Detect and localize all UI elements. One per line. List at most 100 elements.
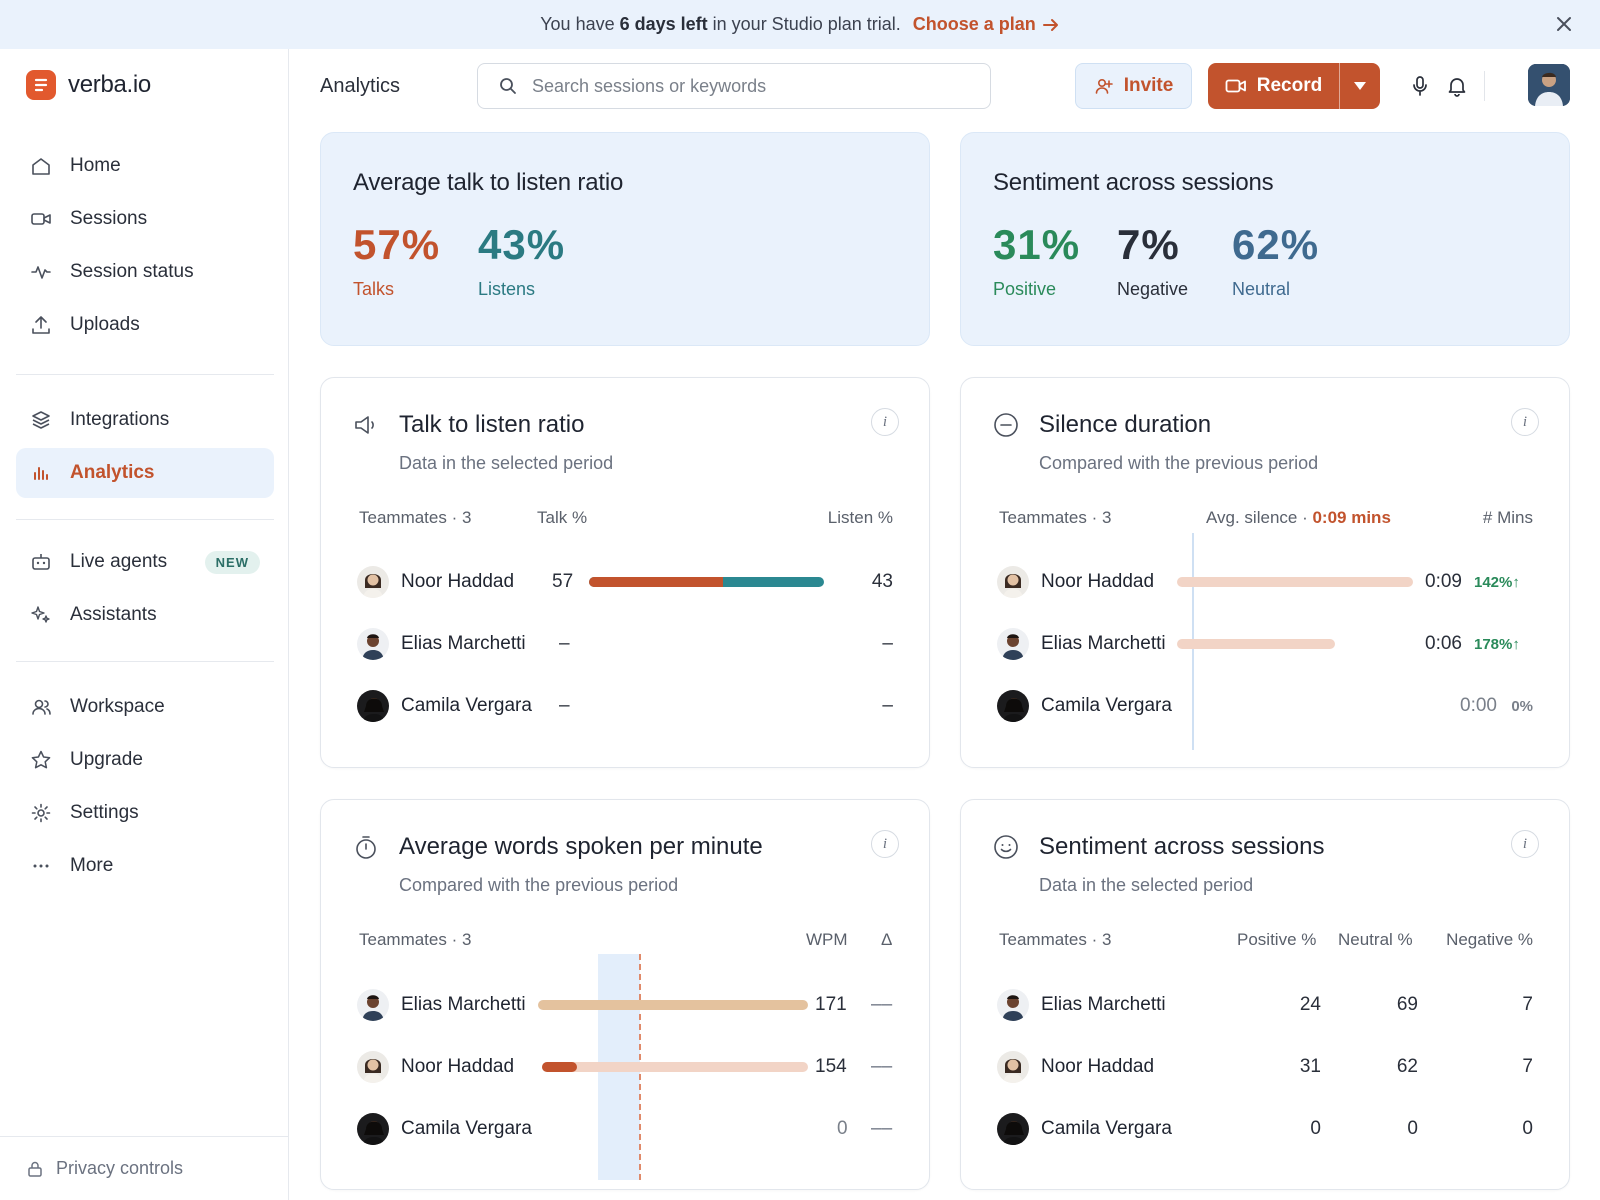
sidebar-item-workspace[interactable]: Workspace	[16, 682, 274, 732]
avatar-elias	[357, 628, 389, 660]
nav-tools: Integrations Analytics	[16, 395, 274, 501]
info-button[interactable]: i	[871, 830, 899, 858]
summary-sentiment-title: Sentiment across sessions	[993, 169, 1274, 196]
teammate-name: Camila Vergara	[401, 1118, 532, 1139]
banner-days-left: 6 days left	[619, 14, 708, 34]
table-row[interactable]: Camila Vergara	[997, 1111, 1172, 1147]
negative-stat: 7% Negative	[1117, 221, 1188, 300]
logo-mark-icon	[26, 70, 56, 100]
wpm-delta: ––	[871, 1118, 893, 1139]
wpm-card: Average words spoken per minute Compared…	[320, 799, 930, 1190]
table-row[interactable]: Elias Marchetti	[997, 626, 1166, 662]
col-header-neutral: Neutral %	[1338, 930, 1413, 949]
sidebar-item-sessions[interactable]: Sessions	[16, 194, 274, 244]
wpm-value: 0	[837, 1118, 848, 1139]
avatar-camila	[357, 1113, 389, 1145]
table-row[interactable]: Camila Vergara	[357, 688, 532, 724]
record-button[interactable]: Record	[1208, 63, 1339, 109]
info-button[interactable]: i	[1511, 408, 1539, 436]
col-header-negative: Negative %	[1446, 930, 1533, 949]
sidebar-item-label: Integrations	[70, 409, 170, 430]
summary-sentiment-card: Sentiment across sessions 31% Positive 7…	[960, 132, 1570, 346]
microphone-button[interactable]	[1405, 71, 1435, 101]
talk-value: –	[559, 633, 570, 654]
sidebar-item-label: Home	[70, 155, 121, 176]
table-row[interactable]: Noor Haddad	[357, 1049, 514, 1085]
card-title: Talk to listen ratio	[399, 411, 585, 438]
table-row[interactable]: Camila Vergara	[997, 688, 1172, 724]
talk-listen-card: Talk to listen ratio Data in the selecte…	[320, 377, 930, 768]
negative-value: 7%	[1117, 221, 1180, 268]
positive-value: 24	[1299, 994, 1321, 1015]
sidebar-item-session-status[interactable]: Session status	[16, 247, 274, 297]
sidebar-item-more[interactable]: More	[16, 841, 274, 891]
talk-value: –	[559, 695, 570, 716]
sidebar-item-uploads[interactable]: Uploads	[16, 300, 274, 350]
info-button[interactable]: i	[1511, 830, 1539, 858]
talks-label: Talks	[353, 279, 395, 299]
wpm-value: 171	[815, 994, 847, 1015]
table-row[interactable]: Elias Marchetti	[997, 987, 1166, 1023]
caret-down-icon	[1354, 82, 1366, 90]
table-row[interactable]: Noor Haddad	[997, 1049, 1154, 1085]
choose-plan-link[interactable]: Choose a plan	[913, 14, 1060, 35]
sidebar: verba.io Home Sessions Session status Up…	[0, 49, 289, 1200]
teammate-name: Noor Haddad	[401, 571, 515, 592]
search-input[interactable]	[532, 75, 952, 97]
table-row[interactable]: Elias Marchetti	[357, 987, 526, 1023]
sidebar-item-label: Assistants	[70, 604, 157, 625]
stopwatch-icon	[356, 836, 376, 859]
sidebar-item-upgrade[interactable]: Upgrade	[16, 735, 274, 785]
app-logo[interactable]: verba.io	[26, 70, 151, 100]
teammate-name: Elias Marchetti	[401, 633, 526, 654]
sidebar-item-analytics[interactable]: Analytics	[16, 448, 274, 498]
wpm-delta: ––	[871, 994, 893, 1015]
close-banner-icon[interactable]	[1554, 14, 1574, 34]
sidebar-item-home[interactable]: Home	[16, 141, 274, 191]
sidebar-item-label: Live agents	[70, 551, 168, 572]
privacy-controls[interactable]: Privacy controls	[0, 1136, 288, 1200]
avatar-noor	[997, 1051, 1029, 1083]
table-row[interactable]: Elias Marchetti	[357, 626, 526, 662]
sidebar-item-settings[interactable]: Settings	[16, 788, 274, 838]
avatar-noor	[357, 566, 389, 598]
notifications-button[interactable]	[1442, 71, 1472, 101]
col-header-talk: Talk %	[537, 508, 588, 527]
sidebar-item-label: Analytics	[70, 462, 155, 483]
col-header-teammates: Teammates · 3	[359, 930, 472, 949]
neutral-label: Neutral	[1232, 279, 1291, 299]
info-button[interactable]: i	[871, 408, 899, 436]
table-row[interactable]: Camila Vergara	[357, 1111, 532, 1147]
sparkles-icon	[31, 606, 50, 623]
card-subtitle: Data in the selected period	[1039, 875, 1254, 895]
new-badge: NEW	[204, 550, 260, 574]
col-header-delta: Δ	[881, 930, 893, 949]
search-box	[477, 63, 991, 109]
teammate-name: Noor Haddad	[1041, 571, 1155, 592]
sidebar-item-assistants[interactable]: Assistants	[16, 590, 274, 640]
microphone-icon	[1413, 76, 1427, 96]
invite-button[interactable]: Invite	[1075, 63, 1192, 109]
user-avatar[interactable]	[1528, 64, 1570, 106]
lock-icon	[28, 1161, 42, 1177]
nav-main: Home Sessions Session status Uploads	[16, 141, 274, 353]
bot-icon	[32, 554, 50, 570]
avatar-noor	[997, 566, 1029, 598]
teammate-name: Camila Vergara	[401, 695, 532, 716]
sidebar-item-label: Sessions	[70, 208, 148, 229]
sidebar-item-live-agents[interactable]: Live agents NEW	[16, 537, 274, 587]
wpm-bar-highlight	[542, 1062, 577, 1072]
table-row[interactable]: Noor Haddad	[357, 564, 514, 600]
invite-label: Invite	[1123, 75, 1174, 96]
video-camera-icon	[1225, 79, 1246, 93]
banner-text-post: in your Studio plan trial.	[712, 14, 901, 34]
record-options-button[interactable]	[1339, 63, 1380, 109]
sidebar-item-label: Upgrade	[70, 749, 143, 770]
sidebar-item-integrations[interactable]: Integrations	[16, 395, 274, 445]
teammate-name: Camila Vergara	[1041, 695, 1172, 716]
toolbar-divider	[1484, 71, 1485, 101]
teammate-name: Camila Vergara	[1041, 1118, 1172, 1139]
neutral-value: 0	[1407, 1118, 1418, 1139]
sidebar-item-label: Uploads	[70, 314, 140, 335]
table-row[interactable]: Noor Haddad	[997, 564, 1154, 600]
